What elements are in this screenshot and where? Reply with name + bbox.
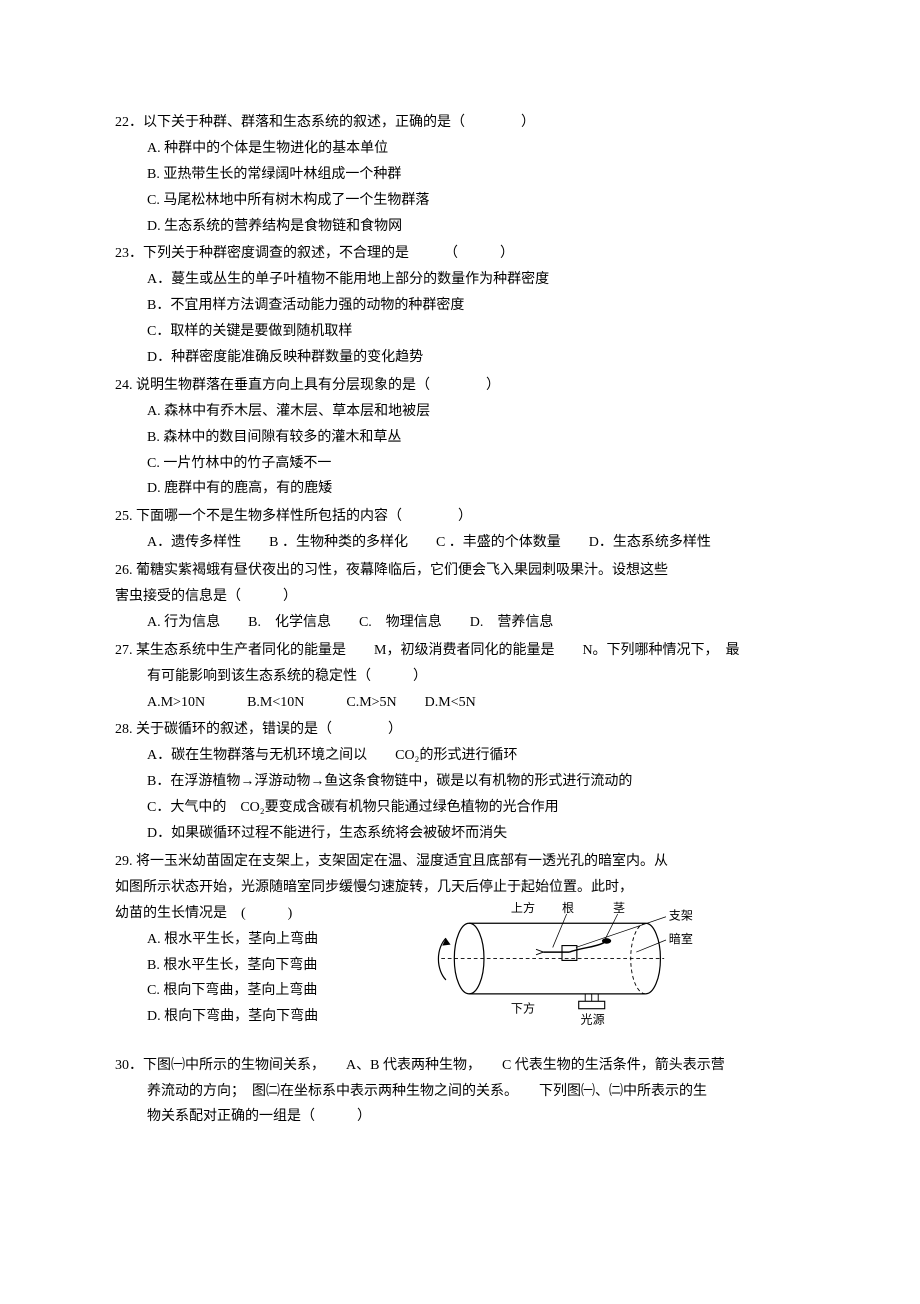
- q23-stem: 23．下列关于种群密度调查的叙述，不合理的是 （ ）: [115, 241, 805, 267]
- q23-opt-a: A．蔓生或丛生的单子叶植物不能用地上部分的数量作为种群密度: [147, 267, 805, 293]
- question-30: 30．下图㈠中所示的生物间关系， A、B 代表两种生物， C 代表生物的生活条件…: [115, 1053, 805, 1131]
- q30-num: 30: [115, 1058, 129, 1073]
- question-25: 25. 下面哪一个不是生物多样性所包括的内容（ ） A．遗传多样性 B ．生物种…: [115, 504, 805, 556]
- q24-opt-c: C. 一片竹林中的竹子高矮不一: [147, 451, 805, 477]
- q25-stem: 25. 下面哪一个不是生物多样性所包括的内容（ ）: [115, 504, 805, 530]
- q24-num: 24: [115, 378, 129, 393]
- q25-num: 25: [115, 509, 129, 524]
- cylinder-diagram-icon: 上方 根 茎 支架 暗室: [417, 901, 707, 1031]
- q29-num: 29: [115, 854, 129, 869]
- q22-num: 22: [115, 115, 129, 130]
- q29-opt-d: D. 根向下弯曲，茎向下弯曲: [147, 1004, 318, 1030]
- q29-opt-c: C. 根向下弯曲，茎向上弯曲: [147, 978, 318, 1004]
- q29-stem-1: 29. 将一玉米幼苗固定在支架上，支架固定在温、湿度适宜且底部有一透光孔的暗室内…: [115, 849, 805, 875]
- q25-options: A．遗传多样性 B ．生物种类的多样化 C ．丰盛的个体数量 D．生态系统多样性: [115, 530, 805, 556]
- question-27: 27. 某生态系统中生产者同化的能量是 M，初级消费者同化的能量是 N。下列哪种…: [115, 638, 805, 716]
- q29-options: A. 根水平生长，茎向上弯曲 B. 根水平生长，茎向下弯曲 C. 根向下弯曲，茎…: [115, 927, 318, 1031]
- question-29: 29. 将一玉米幼苗固定在支架上，支架固定在温、湿度适宜且底部有一透光孔的暗室内…: [115, 849, 805, 1041]
- q28-opt-c: C．大气中的 CO₂要变成含碳有机物只能通过绿色植物的光合作用: [147, 795, 805, 821]
- q28-opt-a: A．碳在生物群落与无机环境之间以 CO₂的形式进行循环: [147, 743, 805, 769]
- q24-opt-d: D. 鹿群中有的鹿高，有的鹿矮: [147, 476, 805, 502]
- q22-opt-a: A. 种群中的个体是生物进化的基本单位: [147, 136, 805, 162]
- q28-stem: 28. 关于碳循环的叙述，错误的是（ ）: [115, 717, 805, 743]
- q24-stem: 24. 说明生物群落在垂直方向上具有分层现象的是（ ）: [115, 373, 805, 399]
- q23-num: 23: [115, 246, 129, 261]
- q29-opt-b: B. 根水平生长，茎向下弯曲: [147, 953, 318, 979]
- q24-opt-a: A. 森林中有乔木层、灌木层、草本层和地被层: [147, 399, 805, 425]
- q26-num: 26: [115, 563, 129, 578]
- q26-options: A. 行为信息 B. 化学信息 C. 物理信息 D. 营养信息: [115, 610, 805, 636]
- q30-stem-1: 30．下图㈠中所示的生物间关系， A、B 代表两种生物， C 代表生物的生活条件…: [115, 1053, 805, 1079]
- q28-num: 28: [115, 722, 129, 737]
- q24-options: A. 森林中有乔木层、灌木层、草本层和地被层 B. 森林中的数目间隙有较多的灌木…: [115, 399, 805, 503]
- q27-stem-1: 27. 某生态系统中生产者同化的能量是 M，初级消费者同化的能量是 N。下列哪种…: [115, 638, 805, 664]
- label-root: 根: [562, 901, 574, 915]
- q28-opt-b: B．在浮游植物→浮游动物→鱼这条食物链中，碳是以有机物的形式进行流动的: [147, 769, 805, 795]
- q23-opt-d: D．种群密度能准确反映种群数量的变化趋势: [147, 345, 805, 371]
- question-22: 22．以下关于种群、群落和生态系统的叙述，正确的是（ ） A. 种群中的个体是生…: [115, 110, 805, 239]
- label-bottom: 下方: [510, 1000, 534, 1015]
- question-26: 26. 葡糖实紫褐蛾有昼伏夜出的习性，夜幕降临后，它们便会飞入果园刺吸果汁。设想…: [115, 558, 805, 636]
- q30-stem-3: 物关系配对正确的一组是（ ）: [115, 1104, 805, 1130]
- q30-stem-2: 养流动的方向； 图㈡在坐标系中表示两种生物之间的关系。 下列图㈠、㈡中所表示的生: [115, 1079, 805, 1105]
- q22-options: A. 种群中的个体是生物进化的基本单位 B. 亚热带生长的常绿阔叶林组成一个种群…: [115, 136, 805, 240]
- q23-opt-b: B．不宜用样方法调查活动能力强的动物的种群密度: [147, 293, 805, 319]
- q22-opt-b: B. 亚热带生长的常绿阔叶林组成一个种群: [147, 162, 805, 188]
- label-stem: 茎: [613, 901, 625, 915]
- q27-stem-2: 有可能影响到该生态系统的稳定性（ ）: [115, 664, 805, 690]
- q29-stem-2: 如图所示状态开始，光源随暗室同步缓慢匀速旋转，几天后停止于起始位置。此时，: [115, 875, 805, 901]
- question-28: 28. 关于碳循环的叙述，错误的是（ ） A．碳在生物群落与无机环境之间以 CO…: [115, 717, 805, 846]
- q27-num: 27: [115, 643, 129, 658]
- question-23: 23．下列关于种群密度调查的叙述，不合理的是 （ ） A．蔓生或丛生的单子叶植物…: [115, 241, 805, 370]
- q27-options: A.M>10N B.M<10N C.M>5N D.M<5N: [115, 690, 805, 716]
- q29-stem-3: 幼苗的生长情况是 ( ): [115, 901, 318, 927]
- q22-opt-d: D. 生态系统的营养结构是食物链和食物网: [147, 214, 805, 240]
- label-darkroom: 暗室: [668, 931, 692, 946]
- q23-opt-c: C．取样的关键是要做到随机取样: [147, 319, 805, 345]
- q26-stem-1: 26. 葡糖实紫褐蛾有昼伏夜出的习性，夜幕降临后，它们便会飞入果园刺吸果汁。设想…: [115, 558, 805, 584]
- q28-opt-d: D．如果碳循环过程不能进行，生态系统将会被破坏而消失: [147, 821, 805, 847]
- q28-options: A．碳在生物群落与无机环境之间以 CO₂的形式进行循环 B．在浮游植物→浮游动物…: [115, 743, 805, 847]
- q29-opt-a: A. 根水平生长，茎向上弯曲: [147, 927, 318, 953]
- q22-stem: 22．以下关于种群、群落和生态系统的叙述，正确的是（ ）: [115, 110, 805, 136]
- q24-opt-b: B. 森林中的数目间隙有较多的灌木和草丛: [147, 425, 805, 451]
- label-top: 上方: [510, 901, 534, 915]
- label-support: 支架: [668, 908, 692, 922]
- q26-stem-2: 害虫接受的信息是（ ）: [115, 584, 805, 610]
- q23-options: A．蔓生或丛生的单子叶植物不能用地上部分的数量作为种群密度 B．不宜用样方法调查…: [115, 267, 805, 371]
- label-light: 光源: [580, 1012, 604, 1026]
- q29-figure: 上方 根 茎 支架 暗室: [318, 901, 805, 1041]
- q22-opt-c: C. 马尾松林地中所有树木构成了一个生物群落: [147, 188, 805, 214]
- question-24: 24. 说明生物群落在垂直方向上具有分层现象的是（ ） A. 森林中有乔木层、灌…: [115, 373, 805, 502]
